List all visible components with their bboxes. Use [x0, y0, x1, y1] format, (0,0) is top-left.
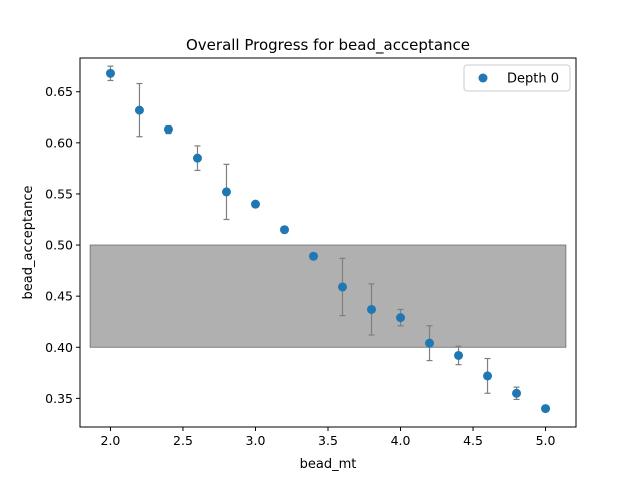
- y-tick-label: 0.60: [45, 135, 73, 150]
- data-point: [483, 371, 493, 381]
- data-point: [396, 313, 406, 323]
- data-point: [192, 153, 202, 163]
- data-point: [512, 388, 522, 398]
- chart-title: Overall Progress for bead_acceptance: [186, 36, 470, 55]
- x-tick-label: 2.0: [101, 433, 121, 448]
- data-point-layer: [105, 68, 551, 414]
- y-tick-label: 0.50: [45, 238, 73, 253]
- data-point: [221, 187, 231, 197]
- data-point: [134, 105, 144, 115]
- data-point: [541, 404, 551, 414]
- target-band-layer: [89, 244, 567, 348]
- x-axis-ticks: 2.0 2.5 3.0 3.5 4.0 4.5 5.0: [101, 427, 556, 448]
- plot-area: [80, 58, 576, 427]
- x-axis-title: bead_mt: [300, 457, 357, 472]
- y-axis-ticks: 0.35 0.40 0.45 0.50 0.55 0.60 0.65: [45, 84, 80, 406]
- data-point: [163, 125, 173, 135]
- legend-marker: [478, 73, 488, 83]
- data-point: [308, 251, 318, 261]
- y-tick-label: 0.35: [45, 391, 73, 406]
- data-point: [105, 68, 115, 78]
- legend-box: [463, 64, 571, 92]
- data-point: [250, 199, 260, 209]
- y-tick-label: 0.45: [45, 289, 73, 304]
- legend-label: Depth 0: [507, 72, 559, 87]
- x-tick-label: 2.5: [173, 433, 193, 448]
- y-tick-label: 0.40: [45, 340, 73, 355]
- x-tick-label: 4.5: [463, 433, 483, 448]
- legend: Depth 0: [463, 64, 571, 92]
- y-axis-title: bead_acceptance: [21, 186, 36, 300]
- y-tick-label: 0.55: [45, 186, 73, 201]
- data-point: [454, 350, 464, 360]
- y-tick-label: 0.65: [45, 84, 73, 99]
- data-point: [338, 282, 348, 292]
- x-tick-label: 4.0: [391, 433, 411, 448]
- data-point: [367, 304, 377, 314]
- data-point: [279, 225, 289, 235]
- data-point: [425, 338, 435, 348]
- x-tick-label: 3.0: [246, 433, 266, 448]
- target-band: [89, 244, 567, 348]
- x-tick-label: 5.0: [536, 433, 556, 448]
- x-tick-label: 3.5: [318, 433, 338, 448]
